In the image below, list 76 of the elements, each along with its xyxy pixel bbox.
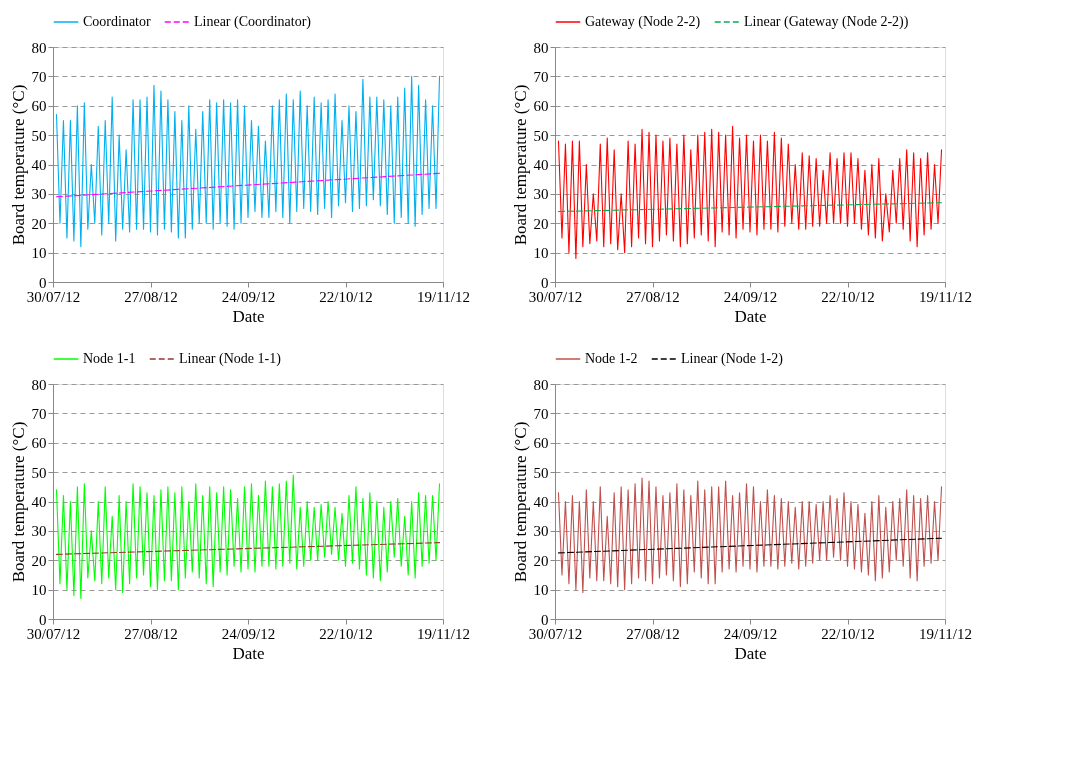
legend-label: Linear (Node 1-2) <box>681 351 784 367</box>
y-tick-label: 30 <box>533 186 549 203</box>
line-series <box>55 474 441 599</box>
x-tick-label: 30/07/12 <box>26 625 81 642</box>
x-axis-title: Date <box>734 306 767 326</box>
x-axis-title: Date <box>232 643 265 663</box>
x-axis-title: Date <box>232 306 265 326</box>
y-tick-label: 80 <box>31 39 47 56</box>
y-tick-label: 80 <box>533 39 549 56</box>
y-axis-title: Board temperature (°C) <box>510 84 530 246</box>
x-tick-label: 27/08/12 <box>124 625 178 642</box>
x-tick-label: 30/07/12 <box>528 625 583 642</box>
x-axis-title: Date <box>734 643 767 663</box>
y-tick-label: 40 <box>31 157 47 173</box>
y-tick-label: 70 <box>31 405 47 422</box>
y-tick-label: 0 <box>39 611 47 628</box>
legend-label: Node 1-1 <box>83 351 136 366</box>
y-tick-label: 40 <box>31 494 47 510</box>
line-series <box>55 75 441 248</box>
y-tick-label: 60 <box>31 435 47 452</box>
y-tick-label: 20 <box>533 552 549 569</box>
x-tick-label: 22/10/12 <box>821 288 875 305</box>
y-tick-label: 60 <box>533 435 549 452</box>
x-tick-label: 19/11/12 <box>417 625 470 642</box>
x-tick-label: 24/09/12 <box>723 625 778 642</box>
x-tick-label: 30/07/12 <box>528 288 583 305</box>
y-tick-label: 60 <box>533 98 549 115</box>
y-tick-label: 10 <box>31 582 47 599</box>
y-tick-label: 50 <box>31 464 47 481</box>
y-tick-label: 70 <box>533 68 549 85</box>
y-tick-label: 30 <box>533 523 549 540</box>
y-tick-label: 0 <box>541 274 549 291</box>
x-tick-label: 22/10/12 <box>319 625 373 642</box>
x-tick-label: 22/10/12 <box>319 288 373 305</box>
x-tick-label: 27/08/12 <box>626 288 680 305</box>
legend-label: Gateway (Node 2-2) <box>585 14 701 30</box>
legend-label: Coordinator <box>83 14 151 29</box>
y-tick-label: 0 <box>541 611 549 628</box>
y-tick-label: 80 <box>533 376 549 393</box>
y-tick-label: 80 <box>31 376 47 393</box>
y-tick-label: 50 <box>533 464 549 481</box>
y-tick-label: 70 <box>31 68 47 85</box>
x-tick-label: 24/09/12 <box>723 288 778 305</box>
y-tick-label: 50 <box>533 127 549 144</box>
legend-label: Linear (Coordinator) <box>194 14 312 30</box>
y-axis-title: Board temperature (°C) <box>510 421 530 583</box>
x-tick-label: 22/10/12 <box>821 625 875 642</box>
y-tick-label: 20 <box>533 215 549 232</box>
y-axis-title: Board temperature (°C) <box>8 421 28 583</box>
legend-label: Linear (Node 1-1) <box>179 351 282 367</box>
line-series <box>557 125 943 260</box>
x-tick-label: 19/11/12 <box>417 288 470 305</box>
y-tick-label: 10 <box>533 582 549 599</box>
x-tick-label: 19/11/12 <box>919 625 972 642</box>
line-series <box>557 477 943 594</box>
x-tick-label: 24/09/12 <box>221 625 276 642</box>
y-tick-label: 40 <box>533 494 549 510</box>
legend-label: Linear (Gateway (Node 2-2)) <box>744 14 909 30</box>
legend-label: Node 1-2 <box>585 351 638 366</box>
x-tick-label: 27/08/12 <box>626 625 680 642</box>
y-tick-label: 50 <box>31 127 47 144</box>
y-tick-label: 30 <box>31 523 47 540</box>
y-axis-title: Board temperature (°C) <box>8 84 28 246</box>
y-tick-label: 0 <box>39 274 47 291</box>
y-tick-label: 20 <box>31 552 47 569</box>
y-tick-label: 20 <box>31 215 47 232</box>
y-tick-label: 30 <box>31 186 47 203</box>
y-tick-label: 40 <box>533 157 549 173</box>
y-tick-label: 70 <box>533 405 549 422</box>
y-tick-label: 10 <box>31 245 47 262</box>
x-tick-label: 30/07/12 <box>26 288 81 305</box>
y-tick-label: 10 <box>533 245 549 262</box>
y-tick-label: 60 <box>31 98 47 115</box>
x-tick-label: 19/11/12 <box>919 288 972 305</box>
x-tick-label: 24/09/12 <box>221 288 276 305</box>
x-tick-label: 27/08/12 <box>124 288 178 305</box>
